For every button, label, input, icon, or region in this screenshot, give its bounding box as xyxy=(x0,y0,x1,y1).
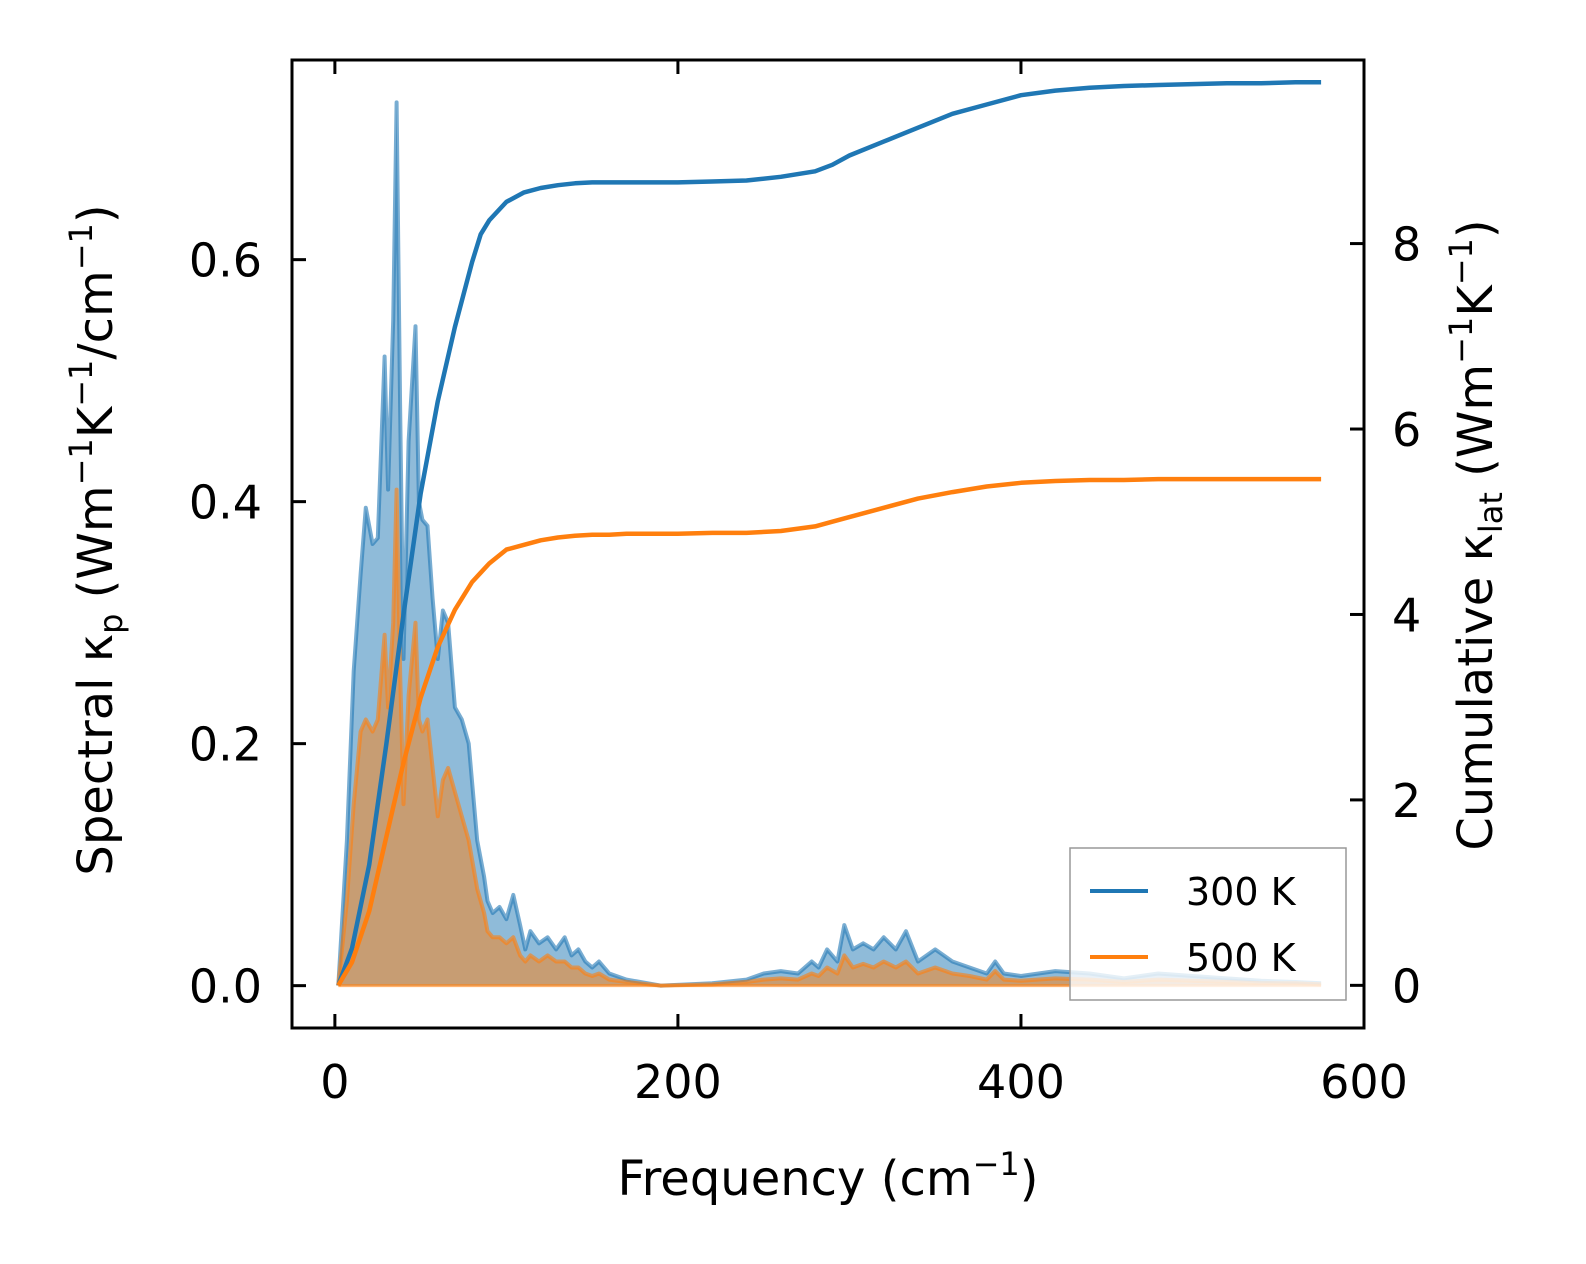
y-left-tick-label: 0.6 xyxy=(189,234,262,288)
y-left-title-sup1: −1 xyxy=(62,438,100,485)
x-tick-label: 400 xyxy=(977,1055,1065,1109)
legend-label-300k: 300 K xyxy=(1186,870,1297,914)
plot-frame xyxy=(290,58,1366,1030)
plot-area xyxy=(336,80,1322,988)
y-left-axis-ticks: 0.0 0.2 0.4 0.6 xyxy=(189,234,306,1014)
spectral-area-500k xyxy=(338,489,1322,986)
y-left-tick-label: 0.2 xyxy=(189,718,262,772)
y-right-tick-label: 2 xyxy=(1392,774,1421,828)
y-left-title-sup3: −1 xyxy=(62,223,100,270)
y-left-title-k: K xyxy=(68,405,124,438)
y-right-title-tail: ) xyxy=(1448,219,1504,238)
y-right-tick-label: 6 xyxy=(1392,403,1421,457)
y-right-tick-label: 8 xyxy=(1392,218,1421,272)
y-left-axis-title: Spectral κp (Wm−1K−1/cm−1) xyxy=(62,204,130,875)
legend: 300 K 500 K xyxy=(1069,847,1347,1001)
y-right-title-sub: lat xyxy=(1472,492,1510,533)
cumulative-lines xyxy=(336,80,1322,987)
y-right-axis-title: Cumulative κlat (Wm−1K−1) xyxy=(1442,219,1510,850)
y-right-title-k: K xyxy=(1448,284,1504,317)
cumulative-line-500k xyxy=(336,476,1322,987)
y-right-title-sup2: −1 xyxy=(1442,238,1480,285)
spectral-line-300k xyxy=(336,100,1322,988)
x-axis-title-tail: ) xyxy=(1020,1151,1039,1207)
y-left-title-sub: p xyxy=(92,614,130,634)
y-left-title-main: Spectral κ xyxy=(68,634,124,876)
x-axis-title-sup: −1 xyxy=(973,1145,1020,1183)
x-tick-label: 600 xyxy=(1320,1055,1408,1109)
spectral-line-500k xyxy=(336,487,1322,988)
x-tick-label: 0 xyxy=(320,1055,349,1109)
x-tick-label: 200 xyxy=(634,1055,722,1109)
x-axis-title-main: Frequency (cm xyxy=(617,1151,972,1207)
y-right-title-sup1: −1 xyxy=(1442,317,1480,364)
x-axis-title: Frequency (cm−1) xyxy=(617,1145,1038,1207)
x-axis-ticks: 0 200 400 600 xyxy=(320,60,1408,1109)
y-left-tick-label: 0.0 xyxy=(189,960,262,1014)
cumulative-line-300k xyxy=(336,80,1322,987)
y-right-axis-ticks: 0 2 4 6 8 xyxy=(1350,218,1421,1013)
y-right-tick-label: 0 xyxy=(1392,959,1421,1013)
y-right-tick-label: 4 xyxy=(1392,588,1421,642)
y-right-title-mid: (Wm xyxy=(1448,364,1504,492)
y-left-title-tail: ) xyxy=(68,204,124,223)
y-left-title-sup2: −1 xyxy=(62,360,100,407)
legend-label-500k: 500 K xyxy=(1186,936,1297,980)
y-left-tick-label: 0.4 xyxy=(189,476,262,530)
legend-box xyxy=(1069,847,1347,1001)
y-left-title-mid: (Wm xyxy=(68,485,124,613)
y-right-title-main: Cumulative κ xyxy=(1448,533,1504,851)
y-left-title-slash: /cm xyxy=(68,270,124,359)
